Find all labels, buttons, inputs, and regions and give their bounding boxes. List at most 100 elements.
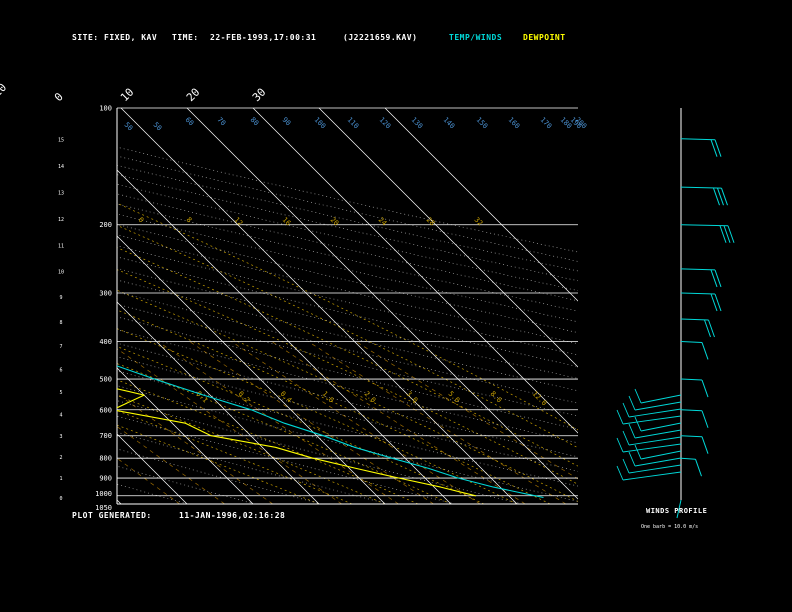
height-label-5: 5 xyxy=(59,390,62,396)
sounding-series xyxy=(117,365,544,499)
dry-adiabat-250 xyxy=(117,448,322,504)
dry-adiabat-label-9: 130 xyxy=(410,116,425,131)
height-label-14: 14 xyxy=(58,164,64,170)
wind-barb-low-flag-6 xyxy=(622,430,630,446)
wind-barb-flag-500-0 xyxy=(701,379,709,398)
isotherm-20 xyxy=(186,108,578,500)
mixing-ratio-3 xyxy=(189,341,434,504)
wind-barb-low-flag-10 xyxy=(622,458,630,474)
height-label-6: 6 xyxy=(59,367,62,373)
wind-barb-flag-300-1 xyxy=(710,293,718,312)
series-temperature xyxy=(117,365,544,499)
height-label-0: 0 xyxy=(59,496,62,502)
dry-adiabat-400 xyxy=(117,245,578,356)
plot-generated-value: 11-JAN-1996,02:16:28 xyxy=(179,511,285,520)
pressure-label-900: 900 xyxy=(99,475,112,483)
mixing-ratio-2 xyxy=(157,341,399,504)
mixing-ratio-12 xyxy=(308,341,567,504)
mixing-ratio-label-5: 3.0 xyxy=(405,390,420,405)
wind-barb-low-9 xyxy=(634,457,682,467)
wind-barb-flag-260-1 xyxy=(710,269,718,288)
wind-barb-shaft-120 xyxy=(680,138,716,141)
isotherm-0 xyxy=(117,169,452,504)
wind-barb-flag-800-0 xyxy=(695,459,702,477)
wind-barb-low-1 xyxy=(634,401,682,411)
isotherm-10 xyxy=(120,108,518,504)
isotherms xyxy=(0,108,578,504)
wind-barb-flag-200-1 xyxy=(723,225,731,243)
mixing-ratio-0.2 xyxy=(117,426,225,504)
moist-adiabat-label-5: 24 xyxy=(377,216,389,228)
dry-adiabat-label-8: 120 xyxy=(378,116,393,131)
wind-barb-flag-200-2 xyxy=(719,225,727,243)
wind-barb-flag-300-0 xyxy=(714,293,722,312)
pressure-label-600: 600 xyxy=(99,406,112,414)
isotherm-40 xyxy=(318,108,578,368)
wind-barb-low-2 xyxy=(628,408,682,418)
isotherm--60 xyxy=(0,108,55,504)
isotherm-label-10: 10 xyxy=(118,86,137,105)
isotherm-label-30: 30 xyxy=(250,86,269,105)
dry-adiabat-390 xyxy=(117,256,578,367)
wind-barb-shaft-500 xyxy=(680,378,703,381)
dry-adiabat-480 xyxy=(117,164,578,272)
isotherm--30 xyxy=(117,367,254,504)
mixing-ratio-20 xyxy=(355,341,578,480)
pressure-label-1050: 1050 xyxy=(95,504,112,512)
wind-axis-tail xyxy=(676,499,682,519)
wind-barb-flag-160-2 xyxy=(713,187,720,206)
wind-barb-low-6 xyxy=(628,436,682,446)
isotherm-label--10: -10 xyxy=(0,81,9,104)
height-label-13: 13 xyxy=(58,190,64,196)
height-label-1: 1 xyxy=(59,476,62,482)
moist-adiabat-label-7: 32 xyxy=(473,216,485,228)
wind-barb-flag-400-0 xyxy=(701,342,709,360)
mixing-ratio-lines xyxy=(117,341,578,504)
dry-adiabat-label-10: 140 xyxy=(442,116,457,131)
wind-barb-flag-350-0 xyxy=(708,319,715,338)
wind-barb-low-flag-1 xyxy=(628,395,636,411)
dry-adiabat-label-5: 90 xyxy=(281,116,293,128)
mixing-ratio-label-1: 0.2 xyxy=(237,390,252,405)
wind-barb-low-flag-11 xyxy=(616,465,624,481)
mixing-ratio-8 xyxy=(271,341,526,504)
dry-adiabat-440 xyxy=(117,203,578,312)
wind-barb-shaft-260 xyxy=(680,268,716,271)
mixing-ratio-0.4 xyxy=(117,393,274,504)
legend-dew: DEWPOINT xyxy=(523,33,566,42)
dry-adiabat-460 xyxy=(117,183,578,291)
isotherm-label-20: 20 xyxy=(184,86,203,105)
height-label-10: 10 xyxy=(58,270,64,276)
height-label-15: 15 xyxy=(58,137,64,143)
moist-adiabat-label-0: 0 xyxy=(137,216,146,225)
dry-adiabat-label-11: 150 xyxy=(475,116,490,131)
wind-barb-shaft-300 xyxy=(680,292,716,295)
pressure-label-400: 400 xyxy=(99,338,112,346)
wind-barb-flag-160-0 xyxy=(721,187,728,206)
dry-adiabat-450 xyxy=(117,193,578,302)
dry-adiabat-350 xyxy=(117,303,578,417)
dry-adiabat-label-3: 70 xyxy=(216,116,228,128)
moist-adiabat--5 xyxy=(117,379,419,504)
moist-adiabat--20 xyxy=(117,424,320,504)
wind-barb-low-10 xyxy=(628,464,682,474)
dry-adiabat-300 xyxy=(117,370,578,487)
wind-barb-flag-260-0 xyxy=(714,269,722,288)
dry-adiabats xyxy=(117,146,578,504)
wind-barb-low-flag-7 xyxy=(616,437,624,453)
wind-barb-low-4 xyxy=(640,422,682,432)
pressure-label-500: 500 xyxy=(99,376,112,384)
wind-barb-low-flag-3 xyxy=(616,409,624,425)
mixing-ratio-label-4: 2.0 xyxy=(363,390,378,405)
height-label-8: 8 xyxy=(59,320,62,326)
height-label-3: 3 xyxy=(59,434,62,440)
dry-adiabat-490 xyxy=(117,155,578,262)
moist-adiabat-label-2: 12 xyxy=(233,216,245,228)
moist-adiabat-40 xyxy=(117,202,578,431)
dry-adiabat-290 xyxy=(117,385,578,502)
dry-adiabat-320 xyxy=(117,342,578,458)
dry-adiabat-label-0: 50 xyxy=(123,121,135,133)
wind-panel-note: One barb = 10.0 m/s xyxy=(641,524,698,530)
wind-barb-low-flag-8 xyxy=(634,444,642,460)
